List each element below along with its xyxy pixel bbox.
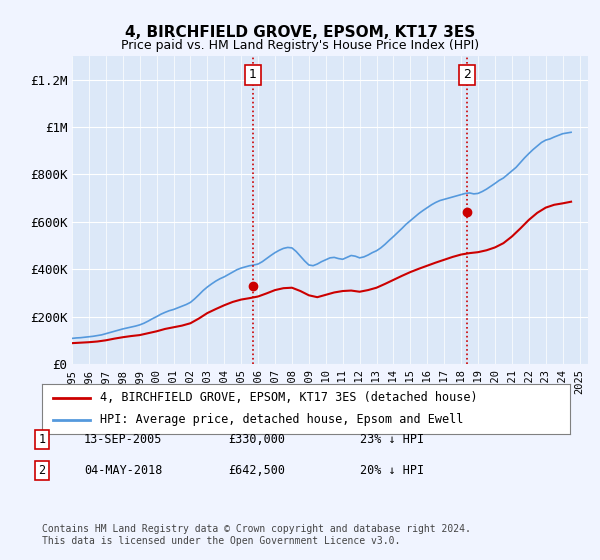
Text: 1: 1 — [249, 68, 257, 81]
Text: Contains HM Land Registry data © Crown copyright and database right 2024.
This d: Contains HM Land Registry data © Crown c… — [42, 524, 471, 546]
Text: 4, BIRCHFIELD GROVE, EPSOM, KT17 3ES (detached house): 4, BIRCHFIELD GROVE, EPSOM, KT17 3ES (de… — [100, 391, 478, 404]
Text: 20% ↓ HPI: 20% ↓ HPI — [360, 464, 424, 477]
Text: 2: 2 — [463, 68, 471, 81]
Text: 13-SEP-2005: 13-SEP-2005 — [84, 433, 163, 446]
Text: £330,000: £330,000 — [228, 433, 285, 446]
Text: 4, BIRCHFIELD GROVE, EPSOM, KT17 3ES: 4, BIRCHFIELD GROVE, EPSOM, KT17 3ES — [125, 25, 475, 40]
Text: £642,500: £642,500 — [228, 464, 285, 477]
Text: 23% ↓ HPI: 23% ↓ HPI — [360, 433, 424, 446]
Text: 1: 1 — [38, 433, 46, 446]
Text: 04-MAY-2018: 04-MAY-2018 — [84, 464, 163, 477]
Text: 2: 2 — [38, 464, 46, 477]
Text: Price paid vs. HM Land Registry's House Price Index (HPI): Price paid vs. HM Land Registry's House … — [121, 39, 479, 52]
Text: HPI: Average price, detached house, Epsom and Ewell: HPI: Average price, detached house, Epso… — [100, 413, 463, 426]
